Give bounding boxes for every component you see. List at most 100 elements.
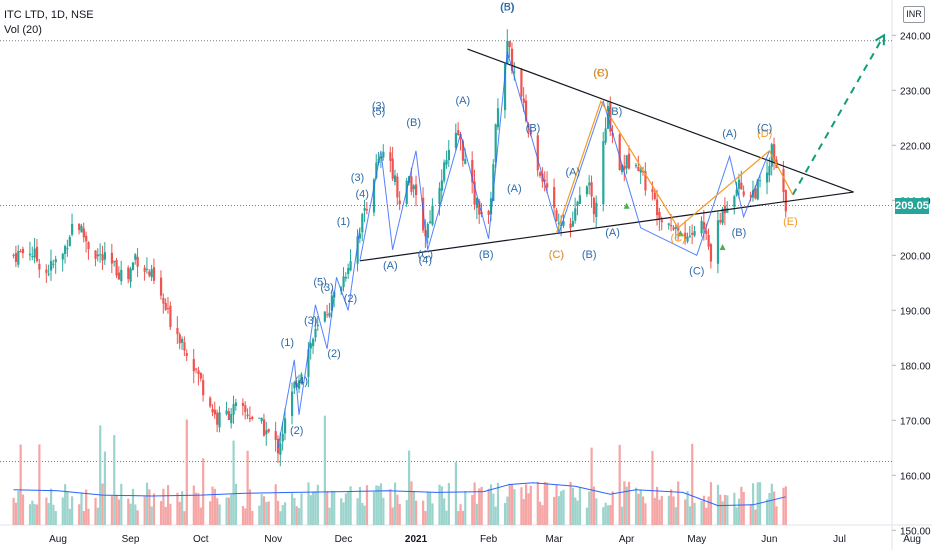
candle bbox=[557, 222, 560, 224]
forecast-arrow-line bbox=[791, 34, 885, 196]
candle bbox=[159, 277, 163, 296]
volume-bar bbox=[555, 484, 558, 525]
candle bbox=[85, 235, 88, 242]
candle bbox=[64, 246, 67, 254]
volume-bar bbox=[393, 482, 397, 525]
volume-bar bbox=[674, 507, 677, 525]
candle bbox=[291, 391, 294, 417]
candle bbox=[667, 223, 670, 226]
volume-bar bbox=[314, 491, 317, 525]
wave-label: (3) bbox=[304, 315, 317, 327]
candle bbox=[260, 417, 263, 421]
candle bbox=[176, 328, 179, 335]
candle bbox=[473, 181, 476, 205]
candle bbox=[115, 259, 118, 276]
volume-bar bbox=[218, 504, 221, 525]
candle bbox=[429, 221, 432, 223]
volume-bar bbox=[379, 483, 383, 525]
volume-bar bbox=[52, 504, 55, 525]
volume-bar bbox=[461, 510, 465, 525]
x-tick-label: Oct bbox=[193, 534, 209, 545]
currency-label[interactable]: INR bbox=[903, 6, 925, 23]
volume-bar bbox=[768, 493, 771, 525]
forecast-arrow-head bbox=[874, 33, 886, 46]
volume-bar bbox=[344, 493, 348, 525]
volume-bar bbox=[415, 500, 418, 525]
volume-bar bbox=[471, 495, 474, 525]
candle bbox=[396, 176, 399, 198]
candle bbox=[358, 233, 362, 239]
candle bbox=[656, 199, 659, 216]
candle bbox=[347, 267, 350, 275]
volume-bar bbox=[225, 497, 228, 525]
candle bbox=[431, 205, 434, 225]
candle bbox=[279, 443, 282, 455]
candle bbox=[768, 166, 771, 176]
volume-bar bbox=[529, 485, 532, 525]
candle bbox=[529, 130, 532, 135]
candle bbox=[136, 256, 139, 267]
candle bbox=[365, 209, 369, 211]
candle bbox=[716, 220, 720, 264]
candle bbox=[464, 159, 467, 164]
volume-bar bbox=[651, 450, 654, 525]
candle bbox=[281, 433, 284, 442]
candle bbox=[225, 410, 228, 415]
volume-bar bbox=[45, 497, 48, 525]
volume-bar bbox=[260, 494, 263, 525]
candle bbox=[651, 189, 654, 193]
volume-bar bbox=[447, 482, 450, 525]
volume-bar bbox=[120, 483, 123, 525]
wave-label: (B) bbox=[406, 117, 421, 129]
volume-bar bbox=[342, 502, 345, 525]
candle bbox=[300, 374, 303, 384]
candle bbox=[342, 276, 345, 288]
candle bbox=[78, 223, 81, 231]
volume-bar bbox=[68, 508, 71, 525]
volume-bar bbox=[99, 425, 102, 525]
signal-marker bbox=[677, 230, 684, 237]
volume-bar bbox=[445, 510, 448, 525]
x-tick-label: 2021 bbox=[405, 534, 428, 545]
volume-bar bbox=[197, 493, 200, 525]
y-tick-label: 240.00 bbox=[900, 31, 931, 42]
candle bbox=[653, 192, 656, 200]
volume-bar bbox=[759, 482, 762, 525]
candles bbox=[12, 29, 787, 467]
volume-bar bbox=[267, 501, 270, 525]
candle bbox=[164, 302, 167, 310]
volume-bar bbox=[396, 494, 399, 525]
candle bbox=[375, 162, 378, 179]
candle bbox=[113, 261, 116, 263]
volume-bar bbox=[87, 508, 90, 525]
volume-bar bbox=[96, 507, 99, 525]
candle bbox=[457, 130, 460, 136]
candle bbox=[143, 267, 146, 272]
x-tick-label: May bbox=[687, 534, 706, 545]
volume-bar bbox=[454, 462, 457, 525]
volume-bar bbox=[431, 503, 434, 525]
candle bbox=[677, 227, 680, 231]
candle bbox=[487, 210, 490, 215]
volume-bar bbox=[241, 506, 245, 525]
volume-bar bbox=[590, 447, 593, 525]
volume-bar bbox=[361, 502, 364, 525]
volume-bar bbox=[363, 505, 366, 525]
candle bbox=[185, 353, 188, 356]
volume-bar bbox=[492, 493, 495, 525]
volume-bar bbox=[176, 492, 179, 525]
volume-bar bbox=[571, 487, 574, 525]
candle bbox=[195, 368, 198, 370]
volume-bar bbox=[35, 504, 39, 525]
candle bbox=[494, 124, 497, 163]
volume-bar bbox=[700, 500, 703, 525]
candle bbox=[211, 409, 214, 413]
candle bbox=[389, 152, 392, 161]
volume-bar bbox=[202, 458, 205, 525]
volume-bar bbox=[475, 503, 479, 525]
candle bbox=[644, 170, 647, 191]
candle bbox=[66, 248, 69, 250]
candle bbox=[71, 223, 74, 235]
